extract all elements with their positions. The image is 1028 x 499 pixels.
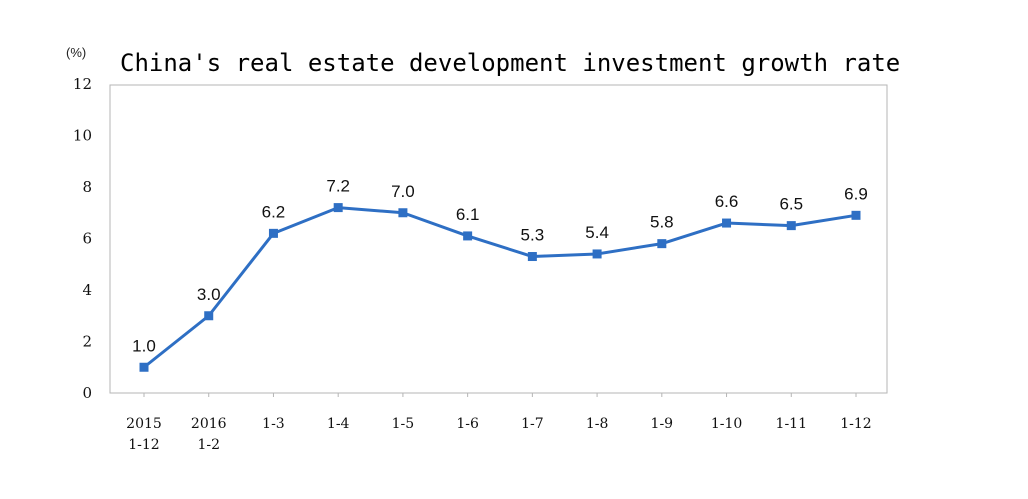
x-tick-label: 1-12 <box>840 416 871 432</box>
x-tick-label: 1-10 <box>711 416 742 432</box>
x-tick-label: 1-9 <box>651 416 674 432</box>
series-line <box>143 206 857 369</box>
y-tick-label: 8 <box>82 178 92 196</box>
data-label: 5.8 <box>650 213 674 232</box>
data-point-marker <box>851 210 861 220</box>
x-tick-label: 1-7 <box>521 416 544 432</box>
data-label: 5.4 <box>585 223 609 242</box>
data-label: 3.0 <box>197 285 221 304</box>
x-tick-label: 2015 <box>126 416 162 432</box>
data-point-marker <box>722 218 732 228</box>
x-tick-label: 1-11 <box>776 416 807 432</box>
x-tick-label: 1-5 <box>392 416 415 432</box>
data-label: 6.9 <box>844 184 868 203</box>
data-point-marker <box>398 208 408 218</box>
data-point-marker <box>527 252 537 262</box>
y-tick-label: 6 <box>82 230 92 248</box>
data-point-marker <box>657 239 667 249</box>
x-tick-label: 1-6 <box>456 416 479 432</box>
y-tick-label: 0 <box>82 384 92 402</box>
data-point-marker <box>204 311 214 321</box>
plot-area-frame <box>109 84 888 394</box>
x-tick-label: 1-8 <box>586 416 609 432</box>
data-point-marker <box>139 362 149 372</box>
y-unit-label: (%) <box>66 45 86 60</box>
data-point-marker <box>268 228 278 238</box>
x-tick-label: 2016 <box>191 416 227 432</box>
data-label: 1.0 <box>132 336 156 355</box>
x-tick-label: 1-12 <box>128 437 159 453</box>
data-label: 6.1 <box>456 205 480 224</box>
x-tick-label: 1-2 <box>197 437 220 453</box>
data-label: 7.2 <box>326 177 350 196</box>
data-point-marker <box>463 231 473 241</box>
data-point-marker <box>333 203 343 213</box>
data-label: 7.0 <box>391 182 415 201</box>
data-label: 6.2 <box>262 202 286 221</box>
y-axis: 0 2 4 6 8 10 12 <box>73 75 92 402</box>
y-tick-label: 2 <box>82 333 92 351</box>
data-point-marker <box>592 249 602 259</box>
data-point-marker <box>786 221 796 231</box>
x-tick-label: 1-3 <box>262 416 285 432</box>
data-label: 6.5 <box>779 195 803 214</box>
data-label: 6.6 <box>715 192 739 211</box>
chart-title: China's real estate development investme… <box>120 49 900 77</box>
series-growth-rate: 1.0 3.0 6.2 7.2 7.0 6.1 5.3 5.4 5.8 6.6 6.5 6.9 <box>132 177 868 372</box>
data-label: 5.3 <box>521 226 545 245</box>
x-axis: 2015 1-12 2016 1-2 1-3 1-4 1-5 1-6 1-7 1-8 1-9 1-10… <box>126 393 872 453</box>
y-tick-label: 12 <box>73 75 92 93</box>
y-tick-label: 10 <box>73 127 92 145</box>
x-tick-label: 1-4 <box>327 416 350 432</box>
y-tick-label: 4 <box>82 281 92 299</box>
